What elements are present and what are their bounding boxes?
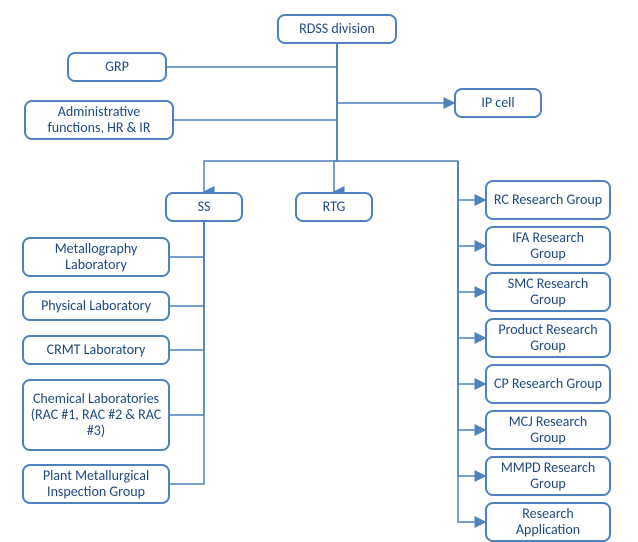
node-ss: SS	[165, 192, 243, 222]
node-plant: Plant Metallurgical Inspection Group	[22, 464, 170, 504]
node-mmpd: MMPD Research Group	[485, 456, 611, 496]
node-root: RDSS division	[277, 14, 397, 44]
node-chem: Chemical Laboratories (RAC #1, RAC #2 & …	[22, 379, 170, 451]
node-crmt: CRMT Laboratory	[22, 335, 170, 365]
node-smc: SMC Research Group	[485, 272, 611, 312]
node-rtg: RTG	[295, 192, 373, 222]
node-ipcell: IP cell	[454, 88, 542, 118]
node-resapp: Research Application	[485, 502, 611, 542]
node-product: Product Research Group	[485, 318, 611, 358]
node-rc: RC Research Group	[485, 180, 611, 220]
node-admin: Administrative functions, HR & IR	[24, 100, 174, 140]
node-physical: Physical Laboratory	[22, 291, 170, 321]
node-mcj: MCJ Research Group	[485, 410, 611, 450]
node-metallography: Metallography Laboratory	[22, 237, 170, 277]
node-cp: CP Research Group	[485, 364, 611, 404]
node-ifa: IFA Research Group	[485, 226, 611, 266]
node-grp: GRP	[67, 52, 167, 82]
